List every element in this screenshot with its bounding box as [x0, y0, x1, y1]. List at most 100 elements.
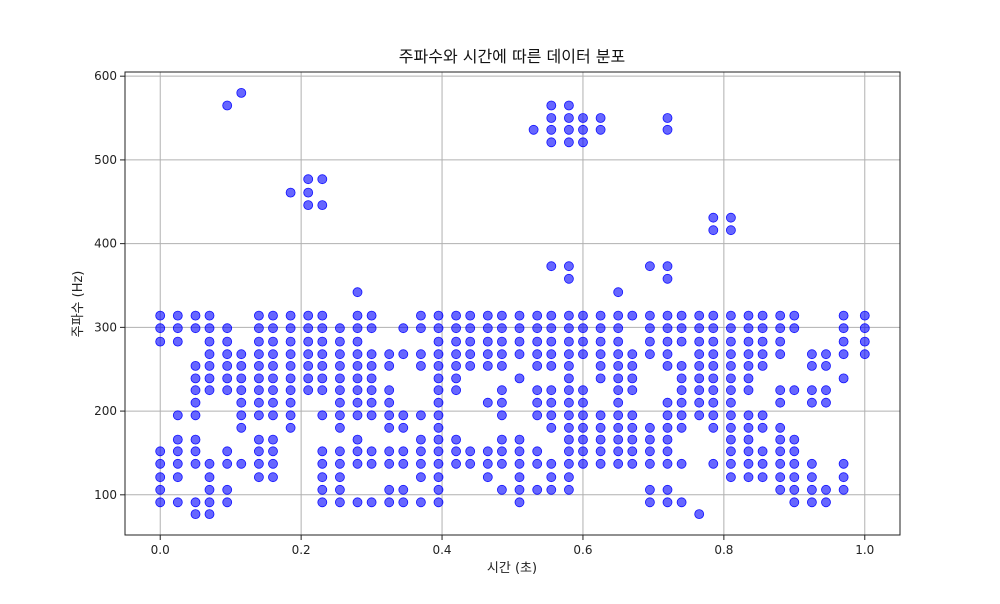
data-point [433, 497, 444, 508]
data-point [595, 113, 606, 123]
data-point [514, 446, 525, 457]
data-point [546, 113, 557, 123]
data-point [789, 434, 800, 445]
data-point [645, 310, 655, 321]
x-tick-label: 0.8 [714, 543, 733, 557]
data-point [613, 373, 624, 384]
data-point [859, 336, 870, 347]
data-point [384, 410, 395, 421]
data-point [838, 484, 849, 495]
data-point [482, 360, 493, 371]
data-point [268, 472, 278, 483]
data-point [532, 310, 543, 321]
data-point [613, 336, 624, 347]
data-point [775, 422, 786, 433]
data-point [789, 484, 800, 495]
data-point [627, 373, 638, 384]
data-point [859, 323, 870, 334]
data-point [465, 323, 476, 334]
data-point [366, 397, 377, 408]
data-point [204, 484, 215, 495]
data-point [532, 410, 543, 421]
data-point [645, 484, 655, 495]
data-point [578, 336, 588, 347]
data-point [433, 349, 444, 360]
data-point [676, 323, 687, 334]
data-point [285, 336, 296, 347]
data-point [222, 385, 233, 396]
data-point [789, 323, 800, 334]
data-point [496, 349, 507, 360]
data-point [433, 410, 444, 421]
data-point [726, 225, 736, 236]
data-point [514, 323, 525, 334]
data-point [645, 458, 655, 469]
data-point [708, 225, 719, 236]
data-point [708, 373, 719, 384]
data-point [546, 472, 557, 483]
data-point [190, 323, 201, 334]
data-point [236, 458, 247, 469]
data-point [532, 323, 543, 334]
data-point [595, 124, 606, 135]
data-point [775, 336, 786, 347]
data-point [352, 310, 363, 321]
data-point [627, 434, 638, 445]
data-point [662, 360, 673, 371]
data-point [708, 336, 719, 347]
data-point [384, 497, 395, 508]
data-point [398, 410, 409, 421]
data-point [496, 434, 507, 445]
data-point [366, 349, 377, 360]
data-point [253, 446, 264, 457]
data-point [415, 410, 426, 421]
data-point [334, 472, 345, 483]
data-point [433, 397, 444, 408]
data-point [757, 310, 768, 321]
data-point [236, 349, 247, 360]
data-point [743, 410, 754, 421]
data-point [334, 410, 345, 421]
data-point [222, 100, 233, 111]
data-point [482, 323, 493, 334]
data-point [384, 397, 395, 408]
data-point [253, 410, 264, 421]
data-point [775, 323, 786, 334]
data-point [222, 497, 233, 508]
data-point [645, 261, 655, 272]
data-point [190, 310, 201, 321]
data-point [285, 410, 296, 421]
data-point [662, 261, 673, 272]
data-point [578, 385, 588, 396]
data-point [627, 410, 638, 421]
data-point [708, 385, 719, 396]
data-point [821, 497, 831, 508]
data-point [743, 336, 754, 347]
data-point [190, 360, 201, 371]
data-point [334, 373, 345, 384]
data-point [528, 124, 539, 135]
data-point [645, 336, 655, 347]
data-point [334, 446, 345, 457]
data-point [743, 422, 754, 433]
data-point [532, 458, 543, 469]
data-point [789, 310, 800, 321]
data-point [451, 446, 462, 457]
data-point [564, 360, 574, 371]
data-point [578, 422, 588, 433]
data-point [352, 446, 363, 457]
data-point [253, 434, 264, 445]
data-point [645, 349, 655, 360]
data-point [268, 360, 278, 371]
data-point [268, 349, 278, 360]
data-point [398, 484, 409, 495]
data-point [662, 349, 673, 360]
data-point [366, 310, 377, 321]
plot-frame [124, 71, 901, 536]
data-point [546, 310, 557, 321]
data-point [789, 472, 800, 483]
data-point [303, 323, 314, 334]
data-point [743, 360, 754, 371]
data-point [415, 360, 426, 371]
data-point [564, 422, 574, 433]
